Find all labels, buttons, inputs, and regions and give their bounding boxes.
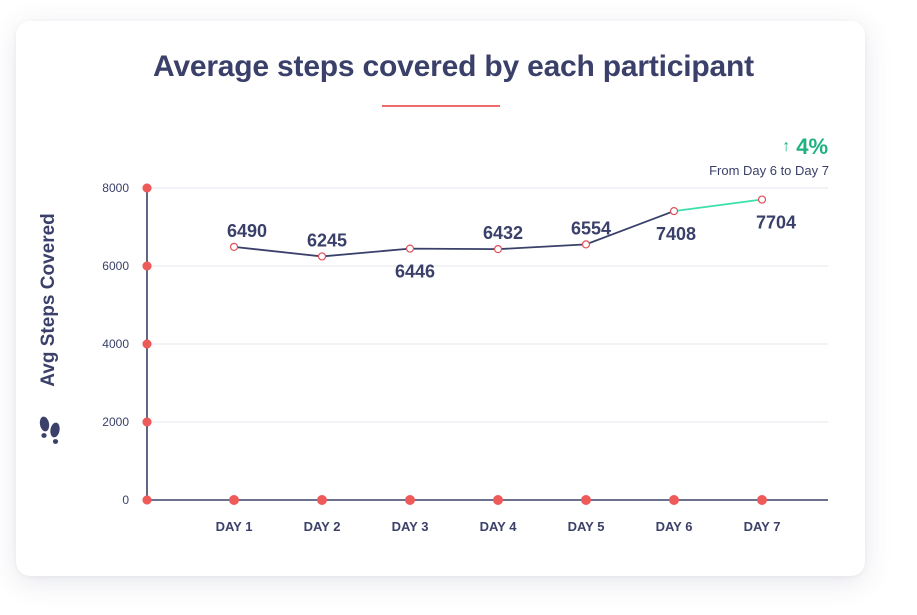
- change-indicator: ↑ 4%: [782, 134, 828, 160]
- data-labels: 6490 6245 6446 6432 6554 7408 7704: [227, 213, 796, 282]
- data-point: [229, 242, 239, 251]
- x-axis-dot: [317, 495, 327, 505]
- data-label: 6446: [395, 262, 435, 282]
- data-label: 6432: [483, 223, 523, 243]
- x-axis-dot: [229, 495, 239, 505]
- y-tick-label: 6000: [102, 259, 129, 273]
- data-label: 6490: [227, 221, 267, 241]
- grid-lines: [147, 187, 828, 423]
- y-axis-label: Avg Steps Covered: [38, 213, 59, 387]
- data-point: [405, 244, 415, 253]
- y-tick-label: 8000: [102, 181, 129, 195]
- y-axis-dot: [142, 261, 152, 271]
- data-point: [581, 240, 591, 249]
- chart-card: [16, 21, 865, 576]
- x-axis-dot: [757, 495, 767, 505]
- footprints-icon: [39, 416, 60, 444]
- y-tick-labels: 0 2000 4000 6000 8000: [102, 181, 129, 507]
- y-axis-dot: [142, 183, 152, 193]
- data-label: 6245: [307, 230, 347, 250]
- y-axis-dot: [142, 417, 152, 427]
- chart-title: Average steps covered by each participan…: [153, 50, 754, 83]
- data-label: 7704: [756, 213, 796, 233]
- x-axis-dot: [581, 495, 591, 505]
- data-point: [669, 206, 679, 216]
- y-tick-label: 0: [122, 493, 129, 507]
- series-lines: [233, 198, 763, 258]
- x-tick-label: DAY 6: [656, 519, 693, 534]
- x-axis-dot: [493, 495, 503, 505]
- y-tick-label: 4000: [102, 337, 129, 351]
- title-underline: [382, 105, 500, 107]
- series-markers: [229, 195, 767, 261]
- x-tick-label: DAY 7: [744, 519, 781, 534]
- x-tick-labels: DAY 1 DAY 2 DAY 3 DAY 4 DAY 5 DAY 6 DAY 7: [216, 519, 781, 534]
- y-tick-label: 2000: [102, 415, 129, 429]
- data-label: 6554: [571, 218, 611, 238]
- arrow-up-icon: ↑: [782, 138, 791, 155]
- data-label: 7408: [656, 224, 696, 244]
- y-axis-dot: [142, 339, 152, 349]
- x-tick-label: DAY 5: [568, 519, 605, 534]
- highlight-segment: [673, 198, 763, 212]
- x-axis-dot: [405, 495, 415, 505]
- y-axis-dot: [142, 495, 152, 505]
- axes: [142, 183, 828, 505]
- data-point: [317, 252, 327, 261]
- change-percent: 4%: [796, 134, 828, 159]
- data-point: [757, 195, 767, 204]
- x-tick-label: DAY 2: [304, 519, 341, 534]
- x-tick-label: DAY 3: [392, 519, 429, 534]
- x-axis-dot: [669, 495, 679, 505]
- x-tick-label: DAY 1: [216, 519, 253, 534]
- y-axis-label-group: Avg Steps Covered: [24, 195, 74, 455]
- data-point: [493, 245, 503, 254]
- x-tick-label: DAY 4: [480, 519, 518, 534]
- change-caption: From Day 6 to Day 7: [709, 163, 829, 178]
- series-line: [233, 210, 675, 258]
